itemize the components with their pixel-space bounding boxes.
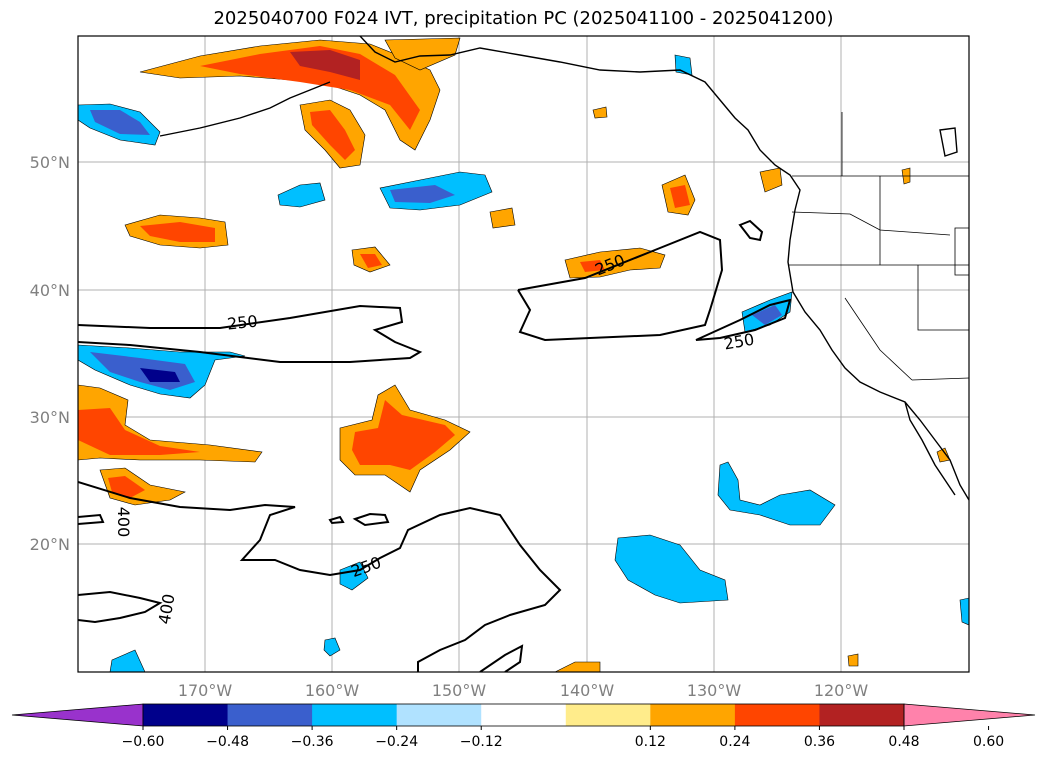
lat-label-30n: 30°N	[30, 408, 70, 427]
colorbar-tick-label: 0.36	[804, 734, 835, 750]
latitude-labels: 50°N 40°N 30°N 20°N	[30, 153, 70, 554]
colorbar-segment	[565, 704, 651, 726]
colorbar-tick-label: 0.24	[719, 734, 750, 750]
colorbar-segment	[312, 704, 398, 726]
lon-label-170w: 170°W	[178, 681, 233, 700]
colorbar-segment	[227, 704, 313, 726]
colorbar-tick-label: −0.60	[122, 734, 165, 750]
colorbar-segment	[650, 704, 736, 726]
colorbar-segment	[734, 704, 820, 726]
map-frame	[77, 35, 970, 673]
map-title: 2025040700 F024 IVT, precipitation PC (2…	[213, 8, 834, 29]
colorbar-tick-label: −0.48	[206, 734, 249, 750]
longitude-labels: 170°W 160°W 150°W 140°W 130°W 120°W	[178, 681, 869, 700]
colorbar-frame	[142, 703, 905, 727]
colorbar-extend-min	[11, 703, 144, 727]
lon-label-130w: 130°W	[687, 681, 742, 700]
colorbar-extend-max	[903, 703, 1036, 727]
svg-text:250: 250	[722, 330, 755, 354]
colorbar-segment	[481, 704, 567, 726]
colorbar-segment	[143, 704, 229, 726]
lon-label-120w: 120°W	[814, 681, 869, 700]
svg-text:250: 250	[349, 553, 384, 581]
precip-negative-anomalies	[78, 54, 969, 672]
colorbar-segment	[396, 704, 482, 726]
colorbar-segment	[819, 704, 905, 726]
colorbar-tick-label: −0.12	[460, 734, 503, 750]
coastlines	[159, 36, 969, 501]
colorbar-tick-label: 0.12	[635, 734, 666, 750]
colorbar-tick-label: −0.36	[291, 734, 334, 750]
ivt-contours	[78, 219, 792, 672]
lat-label-50n: 50°N	[30, 153, 70, 172]
colorbar: −0.60 −0.48 −0.36 −0.24 −0.12 0.12 0.24 0.36 0.4…	[11, 703, 1036, 750]
lat-label-20n: 20°N	[30, 535, 70, 554]
lon-label-140w: 140°W	[560, 681, 615, 700]
borders	[788, 112, 969, 381]
colorbar-tick-label: −0.24	[375, 734, 418, 750]
colorbar-tick-label: 0.48	[888, 734, 919, 750]
svg-text:400: 400	[114, 507, 133, 538]
lon-label-150w: 150°W	[432, 681, 487, 700]
lat-label-40n: 40°N	[30, 281, 70, 300]
lon-label-160w: 160°W	[305, 681, 360, 700]
svg-text:400: 400	[155, 592, 179, 625]
precip-positive-anomalies	[78, 37, 951, 672]
svg-text:250: 250	[226, 311, 258, 333]
map-panel: 250 250 250 250 400 400	[78, 36, 969, 672]
colorbar-tick-label: 0.60	[973, 734, 1004, 750]
